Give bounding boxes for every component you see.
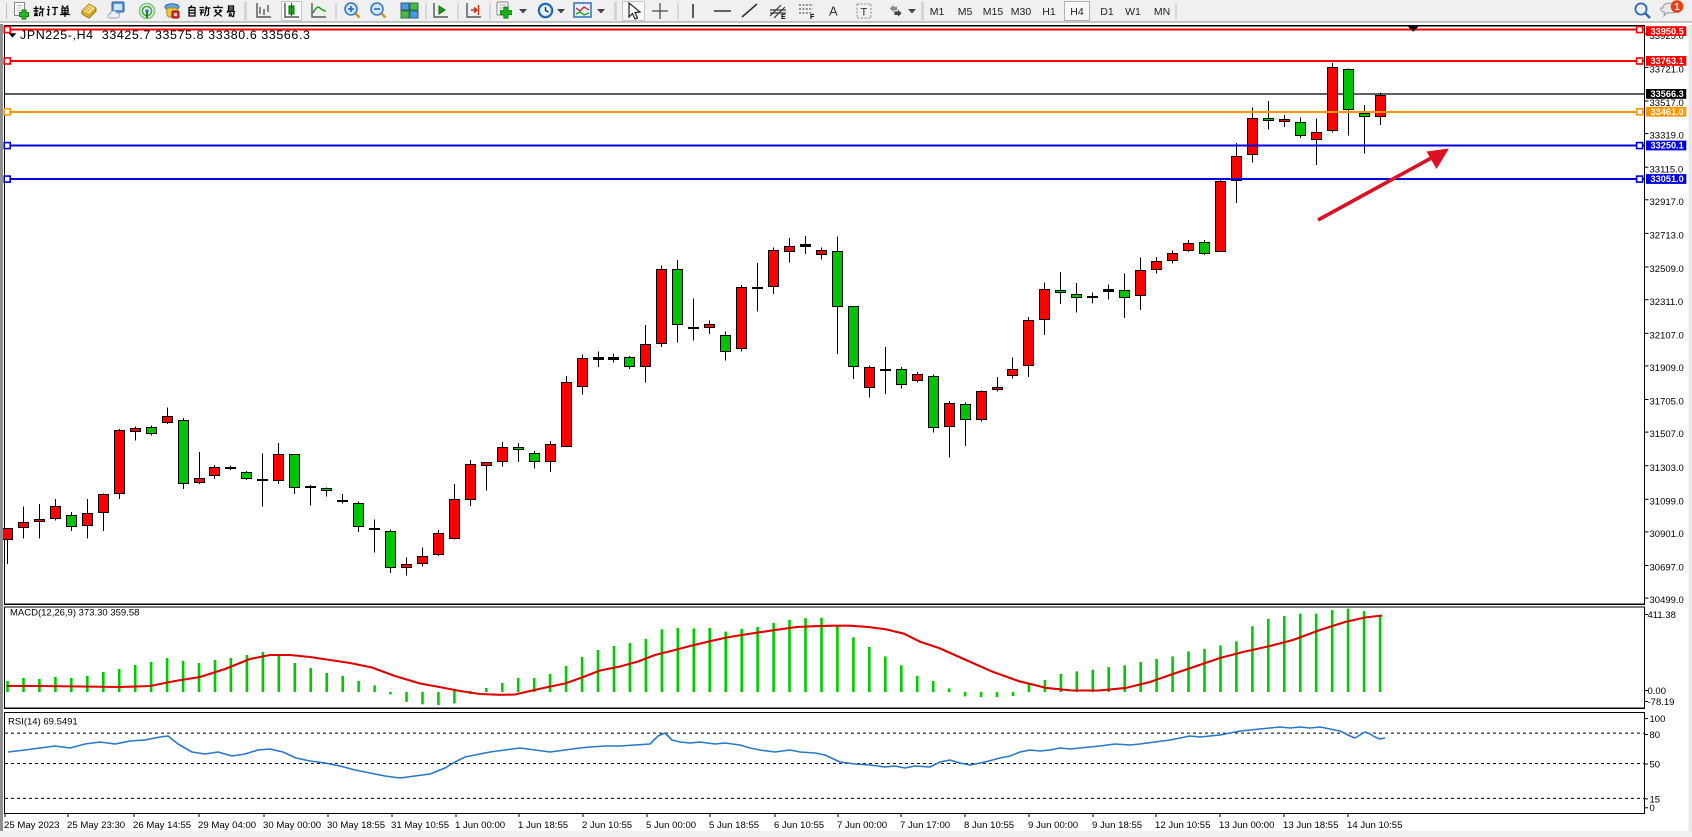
- svg-text:26 May 14:55: 26 May 14:55: [133, 820, 191, 831]
- svg-text:32311.0: 32311.0: [1650, 297, 1684, 308]
- svg-text:9 Jun 18:55: 9 Jun 18:55: [1092, 820, 1142, 831]
- svg-text:0.00: 0.00: [1648, 686, 1667, 697]
- svg-text:31909.0: 31909.0: [1650, 363, 1684, 374]
- svg-text:JPN225-,H4 33425.7 33575.8 33: JPN225-,H4 33425.7 33575.8 33380.6 33566…: [20, 28, 311, 42]
- svg-text:W1: W1: [1125, 6, 1141, 18]
- svg-text:33461.0: 33461.0: [1651, 107, 1684, 117]
- svg-text:25 May 2023: 25 May 2023: [4, 820, 59, 831]
- svg-text:1 Jun 18:55: 1 Jun 18:55: [518, 820, 568, 831]
- svg-text:M1: M1: [930, 6, 945, 18]
- svg-text:30901.0: 30901.0: [1650, 529, 1684, 540]
- svg-text:25 May 23:30: 25 May 23:30: [67, 820, 125, 831]
- svg-text:M30: M30: [1011, 6, 1032, 18]
- svg-text:13 Jun 18:55: 13 Jun 18:55: [1283, 820, 1338, 831]
- svg-text:E: E: [781, 14, 786, 21]
- svg-text:411.38: 411.38: [1648, 610, 1676, 621]
- svg-text:32917.0: 32917.0: [1650, 197, 1684, 208]
- svg-text:1: 1: [1674, 2, 1680, 13]
- svg-text:30697.0: 30697.0: [1650, 563, 1684, 574]
- svg-text:13 Jun 00:00: 13 Jun 00:00: [1219, 820, 1274, 831]
- svg-text:8 Jun 10:55: 8 Jun 10:55: [964, 820, 1014, 831]
- svg-text:32509.0: 32509.0: [1650, 264, 1684, 275]
- svg-text:33115.0: 33115.0: [1650, 164, 1684, 175]
- svg-text:5 Jun 18:55: 5 Jun 18:55: [709, 820, 759, 831]
- svg-text:50: 50: [1650, 759, 1661, 770]
- svg-text:9 Jun 00:00: 9 Jun 00:00: [1028, 820, 1078, 831]
- svg-text:M15: M15: [983, 6, 1004, 18]
- svg-text:T: T: [861, 7, 868, 19]
- svg-text:M5: M5: [958, 6, 973, 18]
- svg-text:30499.0: 30499.0: [1650, 595, 1684, 606]
- svg-text:29 May 04:00: 29 May 04:00: [198, 820, 256, 831]
- svg-text:MN: MN: [1154, 6, 1170, 18]
- svg-text:RSI(14) 69.5491: RSI(14) 69.5491: [8, 717, 78, 728]
- svg-text:2 Jun 10:55: 2 Jun 10:55: [582, 820, 632, 831]
- svg-text:31099.0: 31099.0: [1650, 496, 1684, 507]
- svg-text:33517.0: 33517.0: [1650, 98, 1684, 109]
- svg-text:12 Jun 10:55: 12 Jun 10:55: [1155, 820, 1210, 831]
- svg-text:33051.0: 33051.0: [1651, 174, 1684, 184]
- svg-text:33925.0: 33925.0: [1650, 31, 1684, 42]
- svg-text:MACD(12,26,9) 373.30 359.58: MACD(12,26,9) 373.30 359.58: [10, 608, 139, 619]
- svg-text:30 May 00:00: 30 May 00:00: [263, 820, 321, 831]
- svg-text:31 May 10:55: 31 May 10:55: [391, 820, 449, 831]
- svg-text:-78.19: -78.19: [1648, 697, 1675, 708]
- svg-text:31507.0: 31507.0: [1650, 429, 1684, 440]
- svg-text:33319.0: 33319.0: [1650, 131, 1684, 142]
- svg-text:14 Jun 10:55: 14 Jun 10:55: [1347, 820, 1402, 831]
- svg-text:1 Jun 00:00: 1 Jun 00:00: [455, 820, 505, 831]
- svg-text:33721.0: 33721.0: [1650, 65, 1684, 76]
- svg-text:33250.1: 33250.1: [1651, 141, 1684, 151]
- svg-text:30 May 18:55: 30 May 18:55: [327, 820, 385, 831]
- svg-text:H1: H1: [1042, 6, 1056, 18]
- svg-text:33950.5: 33950.5: [1651, 26, 1684, 36]
- svg-text:80: 80: [1650, 730, 1661, 741]
- svg-text:33763.1: 33763.1: [1651, 56, 1684, 66]
- svg-text:31705.0: 31705.0: [1650, 397, 1684, 408]
- svg-text:15: 15: [1650, 794, 1661, 805]
- svg-text:31303.0: 31303.0: [1650, 463, 1684, 474]
- svg-text:7 Jun 17:00: 7 Jun 17:00: [900, 820, 950, 831]
- svg-text:7 Jun 00:00: 7 Jun 00:00: [837, 820, 887, 831]
- svg-text:100: 100: [1650, 714, 1666, 725]
- svg-text:33566.3: 33566.3: [1651, 89, 1684, 99]
- svg-text:D1: D1: [1100, 6, 1114, 18]
- svg-text:6 Jun 10:55: 6 Jun 10:55: [774, 820, 824, 831]
- svg-text:32107.0: 32107.0: [1650, 330, 1684, 341]
- svg-text:A: A: [829, 4, 838, 19]
- svg-text:H4: H4: [1070, 6, 1084, 18]
- svg-text:0: 0: [1650, 803, 1655, 814]
- svg-text:F: F: [810, 14, 815, 21]
- svg-text:32713.0: 32713.0: [1650, 231, 1684, 242]
- svg-text:5 Jun 00:00: 5 Jun 00:00: [646, 820, 696, 831]
